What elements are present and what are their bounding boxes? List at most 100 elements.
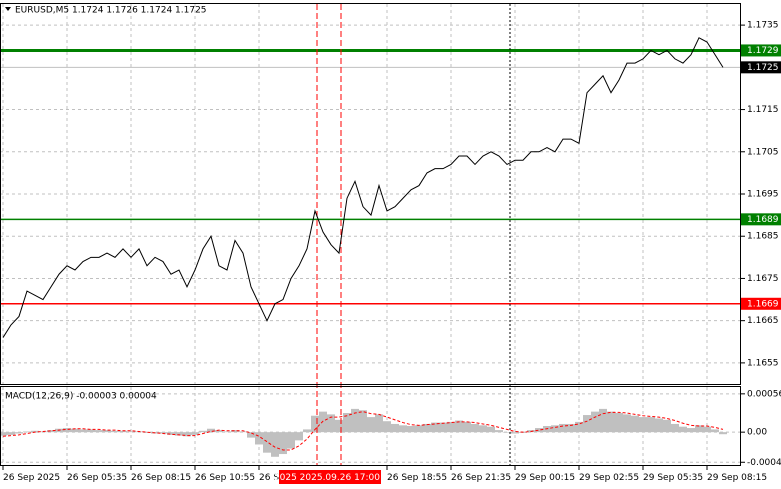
y-tick-label: 1.1665	[747, 316, 779, 326]
histogram-bar	[567, 423, 575, 433]
histogram-bar	[615, 413, 623, 433]
histogram-bar	[167, 432, 175, 435]
histogram-bar	[639, 417, 647, 433]
histogram-bar	[215, 430, 223, 433]
histogram-bar	[271, 432, 279, 457]
menu-triangle	[5, 7, 11, 11]
histogram-bar	[511, 432, 519, 434]
histogram-bar	[343, 413, 351, 433]
y-tick-label: 1.1715	[747, 105, 779, 115]
histogram-bar	[367, 417, 375, 433]
level-label: 1.1729	[747, 46, 779, 56]
histogram-bar	[463, 421, 471, 433]
histogram-bar	[407, 426, 415, 433]
histogram-bar	[159, 432, 167, 434]
x-tick-label: 26 Sep 10:55	[195, 473, 255, 483]
histogram-bar	[87, 429, 95, 433]
histogram-bar	[31, 430, 39, 433]
y-tick-label: 1.1675	[747, 274, 779, 284]
histogram-bar	[623, 414, 631, 433]
histogram-bar	[495, 430, 503, 433]
histogram-bar	[679, 426, 687, 433]
macd-frame	[0, 386, 741, 466]
histogram-bar	[79, 429, 87, 433]
histogram-bar	[71, 428, 79, 433]
histogram-bar	[239, 431, 247, 433]
crosshair-label: 2025 2025.09.26 17:00	[274, 473, 380, 483]
histogram-bar	[351, 408, 359, 433]
histogram-bar	[191, 432, 199, 435]
histogram-bar	[687, 428, 695, 433]
histogram-bar	[423, 423, 431, 433]
histogram-bar	[431, 422, 439, 433]
histogram-bar	[439, 422, 447, 433]
histogram-bar	[111, 430, 119, 433]
y-tick-label: 1.1695	[747, 190, 779, 200]
histogram-bar	[47, 430, 55, 433]
histogram-bar	[487, 426, 495, 433]
histogram-bar	[631, 415, 639, 433]
macd-title: MACD(12,26,9) -0.00003 0.00004	[5, 392, 157, 402]
histogram-bar	[391, 423, 399, 433]
plot	[0, 4, 740, 465]
signal-line	[2, 411, 724, 451]
histogram-bar	[199, 430, 207, 433]
histogram-bar	[479, 425, 487, 433]
histogram-bar	[223, 431, 231, 433]
histogram-bar	[327, 414, 335, 433]
crosshair-box	[279, 470, 381, 484]
histogram-bar	[455, 420, 463, 433]
histogram-bar	[143, 432, 151, 433]
y-tick-label: 1.1655	[747, 358, 779, 368]
price-frame	[0, 3, 741, 385]
histogram-bar	[207, 428, 215, 433]
histogram-bar	[231, 430, 239, 433]
histogram-bar	[247, 432, 255, 438]
histogram-bar	[95, 430, 103, 433]
histogram-bar	[303, 429, 311, 433]
level-label-box	[741, 44, 781, 57]
histogram-bar	[287, 432, 295, 449]
histogram-bar	[583, 415, 591, 433]
histogram-bar	[295, 432, 303, 441]
histogram-bar	[175, 432, 183, 436]
y-tick-label: -0.00044	[747, 458, 781, 468]
histogram-bar	[183, 432, 191, 437]
histogram-bar	[591, 411, 599, 433]
histogram-bar	[359, 410, 367, 433]
histogram-bar	[471, 423, 479, 433]
level-label-box	[741, 297, 781, 310]
histogram-bar	[575, 421, 583, 433]
x-tick-label: 26 Sep 2025	[3, 473, 60, 483]
histogram-bar	[279, 432, 287, 455]
histogram-bar	[63, 428, 71, 433]
histogram-bar	[663, 419, 671, 433]
histogram-bar	[127, 431, 135, 433]
x-tick-label: 26 Sep 21:35	[451, 473, 511, 483]
histogram-bar	[7, 432, 15, 435]
histogram-bar	[607, 411, 615, 433]
y-tick-label: 0.00056	[747, 389, 781, 399]
histogram-bar	[711, 429, 719, 433]
x-tick-label: 29 Sep 00:15	[515, 473, 575, 483]
histogram-bar	[103, 430, 111, 433]
histogram-bar	[335, 419, 343, 433]
level-label-box	[741, 213, 781, 226]
y-tick-label: 0.00	[747, 428, 767, 438]
histogram-bar	[599, 408, 607, 433]
x-tick-label: 29 Sep 05:35	[643, 473, 703, 483]
x-tick-label: 29 Sep 08:15	[707, 473, 767, 483]
histogram-bar	[503, 432, 511, 433]
histogram-bar	[263, 432, 271, 453]
price-label: 1.1725	[747, 63, 779, 73]
histogram-bar	[671, 423, 679, 433]
histogram-bar	[0, 432, 7, 436]
chart-title: EURUSD,M5 1.1724 1.1726 1.1724 1.1725	[15, 6, 207, 16]
histogram-bar	[719, 432, 727, 435]
x-tick-label: 26 Sep 05:35	[67, 473, 127, 483]
histogram-bar	[119, 430, 127, 433]
histogram-bar	[255, 432, 263, 445]
